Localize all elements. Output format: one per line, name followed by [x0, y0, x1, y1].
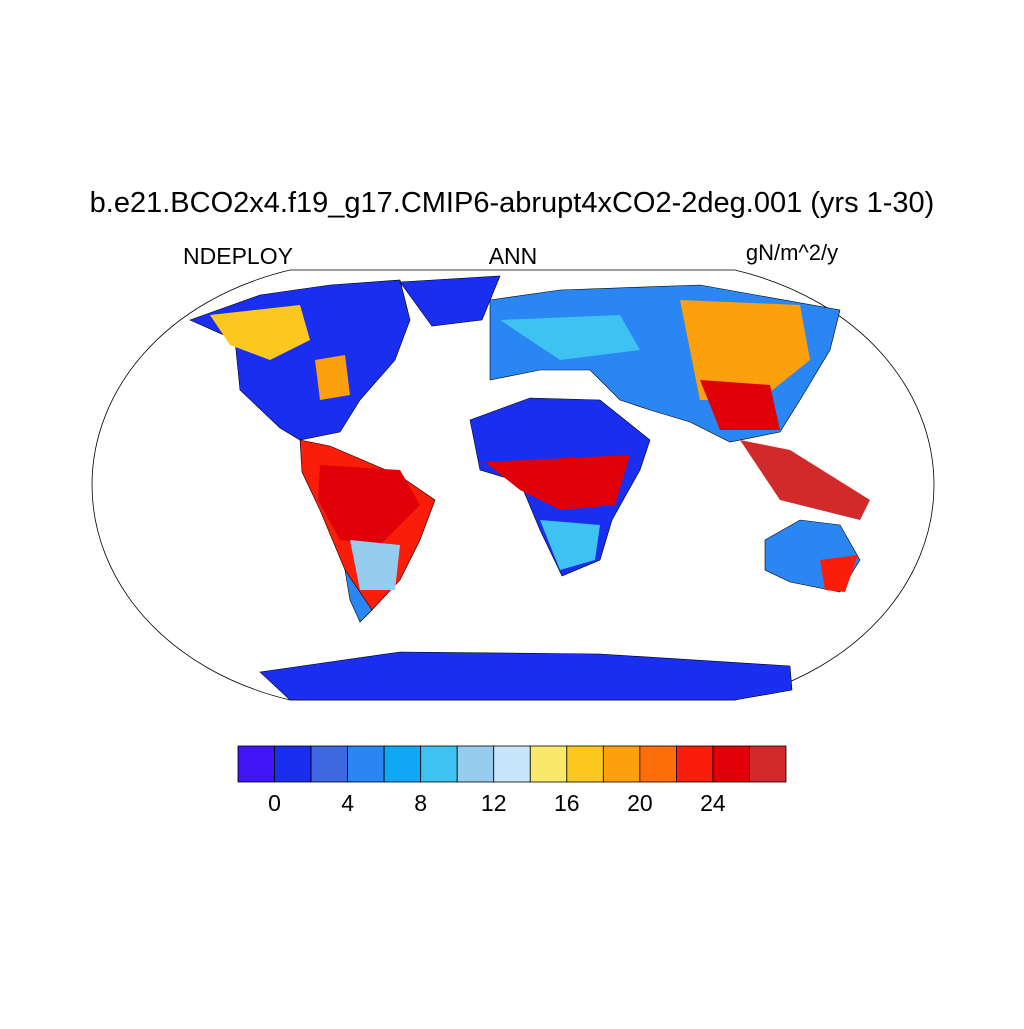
colorbar-box [237, 745, 275, 783]
colorbar-box [676, 745, 714, 783]
colorbar-box [493, 745, 531, 783]
colorbar-tick-label: 16 [554, 790, 580, 816]
colorbar-box [347, 745, 385, 783]
colorbar-box [456, 745, 495, 783]
colorbar-box [639, 745, 677, 783]
land-patches [210, 300, 870, 592]
title: b.e21.BCO2x4.f19_g17.CMIP6-abrupt4xCO2-2… [90, 187, 935, 219]
colorbar: 0 4 8 12 16 20 24 [237, 745, 787, 816]
colorbar-box [566, 745, 604, 783]
colorbar-tick-label: 8 [414, 790, 427, 816]
colorbar-tick-label: 12 [481, 790, 507, 816]
colorbar-box [310, 745, 349, 783]
right-label: gN/m^2/y [746, 240, 838, 265]
colorbar-box [749, 745, 787, 783]
colorbar-tick-label: 0 [268, 790, 281, 816]
colorbar-tick-label: 4 [341, 790, 354, 816]
colorbar-box [529, 745, 568, 783]
colorbar-tick-label: 20 [627, 790, 653, 816]
colorbar-box [712, 745, 750, 783]
center-label: ANN [489, 243, 538, 269]
map [91, 269, 935, 701]
colorbar-box [602, 745, 641, 783]
colorbar-box [274, 745, 312, 783]
colorbar-box [420, 745, 458, 783]
colorbar-box [383, 745, 422, 783]
colorbar-tick-label: 24 [700, 790, 726, 816]
left-label: NDEPLOY [183, 243, 293, 269]
